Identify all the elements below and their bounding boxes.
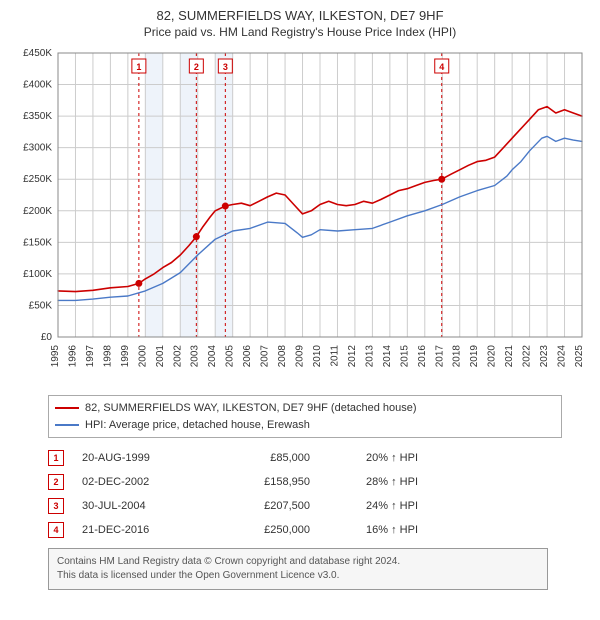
svg-text:2001: 2001 [155,345,166,368]
sale-row: 4 21-DEC-2016 £250,000 16% ↑ HPI [48,518,548,542]
svg-text:£100K: £100K [23,269,52,280]
svg-text:2004: 2004 [207,345,218,368]
svg-text:2016: 2016 [417,345,428,368]
svg-text:2007: 2007 [260,345,271,368]
svg-text:2023: 2023 [539,345,550,368]
svg-text:2020: 2020 [487,345,498,368]
legend-item: 82, SUMMERFIELDS WAY, ILKESTON, DE7 9HF … [55,400,555,417]
footer-line: Contains HM Land Registry data © Crown c… [57,555,539,569]
svg-text:2000: 2000 [137,345,148,368]
legend-label: HPI: Average price, detached house, Erew… [85,417,310,434]
sale-price: £207,500 [220,500,310,512]
svg-text:1995: 1995 [50,345,61,368]
svg-text:3: 3 [223,62,228,72]
sale-price: £250,000 [220,524,310,536]
sale-hpi-delta: 20% ↑ HPI [328,452,418,464]
legend-swatch [55,407,79,409]
svg-text:2021: 2021 [504,345,515,368]
svg-text:2005: 2005 [225,345,236,368]
sale-hpi-delta: 16% ↑ HPI [328,524,418,536]
svg-text:1999: 1999 [120,345,131,368]
price-chart: £0 £50K £100K £150K £200K £250K £300K £350K £400… [8,47,592,387]
sale-date: 30-JUL-2004 [82,500,202,512]
sales-table: 1 20-AUG-1999 £85,000 20% ↑ HPI 2 02-DEC-2002… [48,446,548,542]
sale-row: 2 02-DEC-2002 £158,950 28% ↑ HPI [48,470,548,494]
svg-text:2018: 2018 [452,345,463,368]
sale-marker-icon: 3 [48,498,64,514]
svg-text:2014: 2014 [382,345,393,368]
chart-svg: £0 £50K £100K £150K £200K £250K £300K £350K £400… [8,47,592,387]
svg-text:£400K: £400K [23,80,52,91]
svg-text:£0: £0 [41,332,53,343]
svg-text:1996: 1996 [67,345,78,368]
sale-price: £158,950 [220,476,310,488]
footer-line: This data is licensed under the Open Gov… [57,569,539,583]
sale-price: £85,000 [220,452,310,464]
sale-marker-icon: 2 [48,474,64,490]
svg-text:£350K: £350K [23,111,52,122]
legend-swatch [55,424,79,426]
svg-text:2009: 2009 [295,345,306,368]
svg-text:4: 4 [439,62,444,72]
legend-item: HPI: Average price, detached house, Erew… [55,417,555,434]
svg-text:2013: 2013 [364,345,375,368]
svg-text:£250K: £250K [23,174,52,185]
svg-text:2011: 2011 [329,345,340,367]
svg-text:1997: 1997 [85,345,96,368]
sale-marker-icon: 4 [48,522,64,538]
sale-hpi-delta: 24% ↑ HPI [328,500,418,512]
svg-text:2025: 2025 [574,345,585,368]
svg-text:£300K: £300K [23,143,52,154]
sale-hpi-delta: 28% ↑ HPI [328,476,418,488]
sale-date: 02-DEC-2002 [82,476,202,488]
attribution-footer: Contains HM Land Registry data © Crown c… [48,548,548,590]
svg-text:£450K: £450K [23,48,52,59]
svg-text:2: 2 [194,62,199,72]
svg-text:2015: 2015 [399,345,410,368]
svg-text:2019: 2019 [469,345,480,368]
svg-text:2024: 2024 [557,345,568,368]
svg-text:1998: 1998 [102,345,113,368]
svg-text:2017: 2017 [434,345,445,368]
legend: 82, SUMMERFIELDS WAY, ILKESTON, DE7 9HF … [48,395,562,438]
svg-text:2003: 2003 [190,345,201,368]
svg-text:2012: 2012 [347,345,358,368]
svg-text:2002: 2002 [172,345,183,368]
svg-text:£200K: £200K [23,206,52,217]
sale-row: 3 30-JUL-2004 £207,500 24% ↑ HPI [48,494,548,518]
svg-text:2006: 2006 [242,345,253,368]
svg-text:2022: 2022 [522,345,533,368]
chart-subtitle: Price paid vs. HM Land Registry's House … [8,25,592,39]
svg-text:£150K: £150K [23,237,52,248]
svg-text:1: 1 [136,62,141,72]
chart-title: 82, SUMMERFIELDS WAY, ILKESTON, DE7 9HF [8,8,592,23]
sale-marker-icon: 1 [48,450,64,466]
sale-row: 1 20-AUG-1999 £85,000 20% ↑ HPI [48,446,548,470]
sale-date: 20-AUG-1999 [82,452,202,464]
svg-text:£50K: £50K [29,300,53,311]
svg-text:2010: 2010 [312,345,323,368]
svg-text:2008: 2008 [277,345,288,368]
legend-label: 82, SUMMERFIELDS WAY, ILKESTON, DE7 9HF … [85,400,417,417]
sale-date: 21-DEC-2016 [82,524,202,536]
